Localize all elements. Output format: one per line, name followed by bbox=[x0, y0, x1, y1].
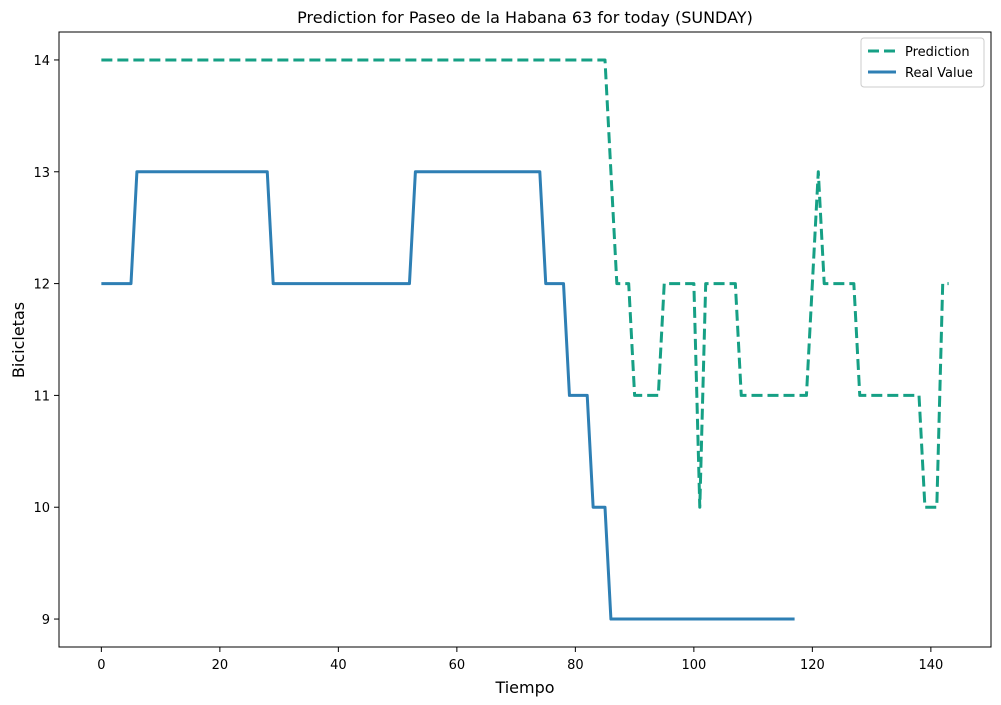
y-axis-label: Bicicletas bbox=[9, 302, 28, 378]
legend-real-value-label: Real Value bbox=[905, 66, 973, 81]
x-tick-label: 100 bbox=[681, 658, 706, 673]
legend-prediction-label: Prediction bbox=[905, 45, 970, 60]
y-axis: 9 10 11 12 13 14 bbox=[33, 54, 59, 628]
x-axis-label: Tiempo bbox=[494, 678, 554, 697]
chart-title: Prediction for Paseo de la Habana 63 for… bbox=[297, 8, 753, 27]
y-tick-label: 14 bbox=[33, 54, 50, 69]
series-line-real-value bbox=[101, 170, 795, 621]
y-tick-label: 9 bbox=[42, 613, 50, 628]
x-axis: 0 20 40 60 80 100 120 140 bbox=[97, 647, 943, 673]
y-tick-label: 10 bbox=[33, 501, 50, 516]
x-tick-label: 0 bbox=[97, 658, 105, 673]
series-lines bbox=[101, 58, 949, 621]
y-tick-label: 11 bbox=[33, 389, 50, 404]
x-tick-label: 80 bbox=[567, 658, 584, 673]
plot-area bbox=[58, 31, 992, 648]
x-tick-label: 140 bbox=[918, 658, 943, 673]
y-tick-label: 13 bbox=[33, 166, 50, 181]
x-tick-label: 20 bbox=[212, 658, 229, 673]
x-tick-label: 120 bbox=[800, 658, 825, 673]
series-line-prediction bbox=[101, 58, 949, 509]
x-tick-label: 40 bbox=[330, 658, 347, 673]
x-tick-label: 60 bbox=[449, 658, 466, 673]
legend: Prediction Real Value bbox=[860, 37, 985, 88]
y-tick-label: 12 bbox=[33, 278, 50, 293]
